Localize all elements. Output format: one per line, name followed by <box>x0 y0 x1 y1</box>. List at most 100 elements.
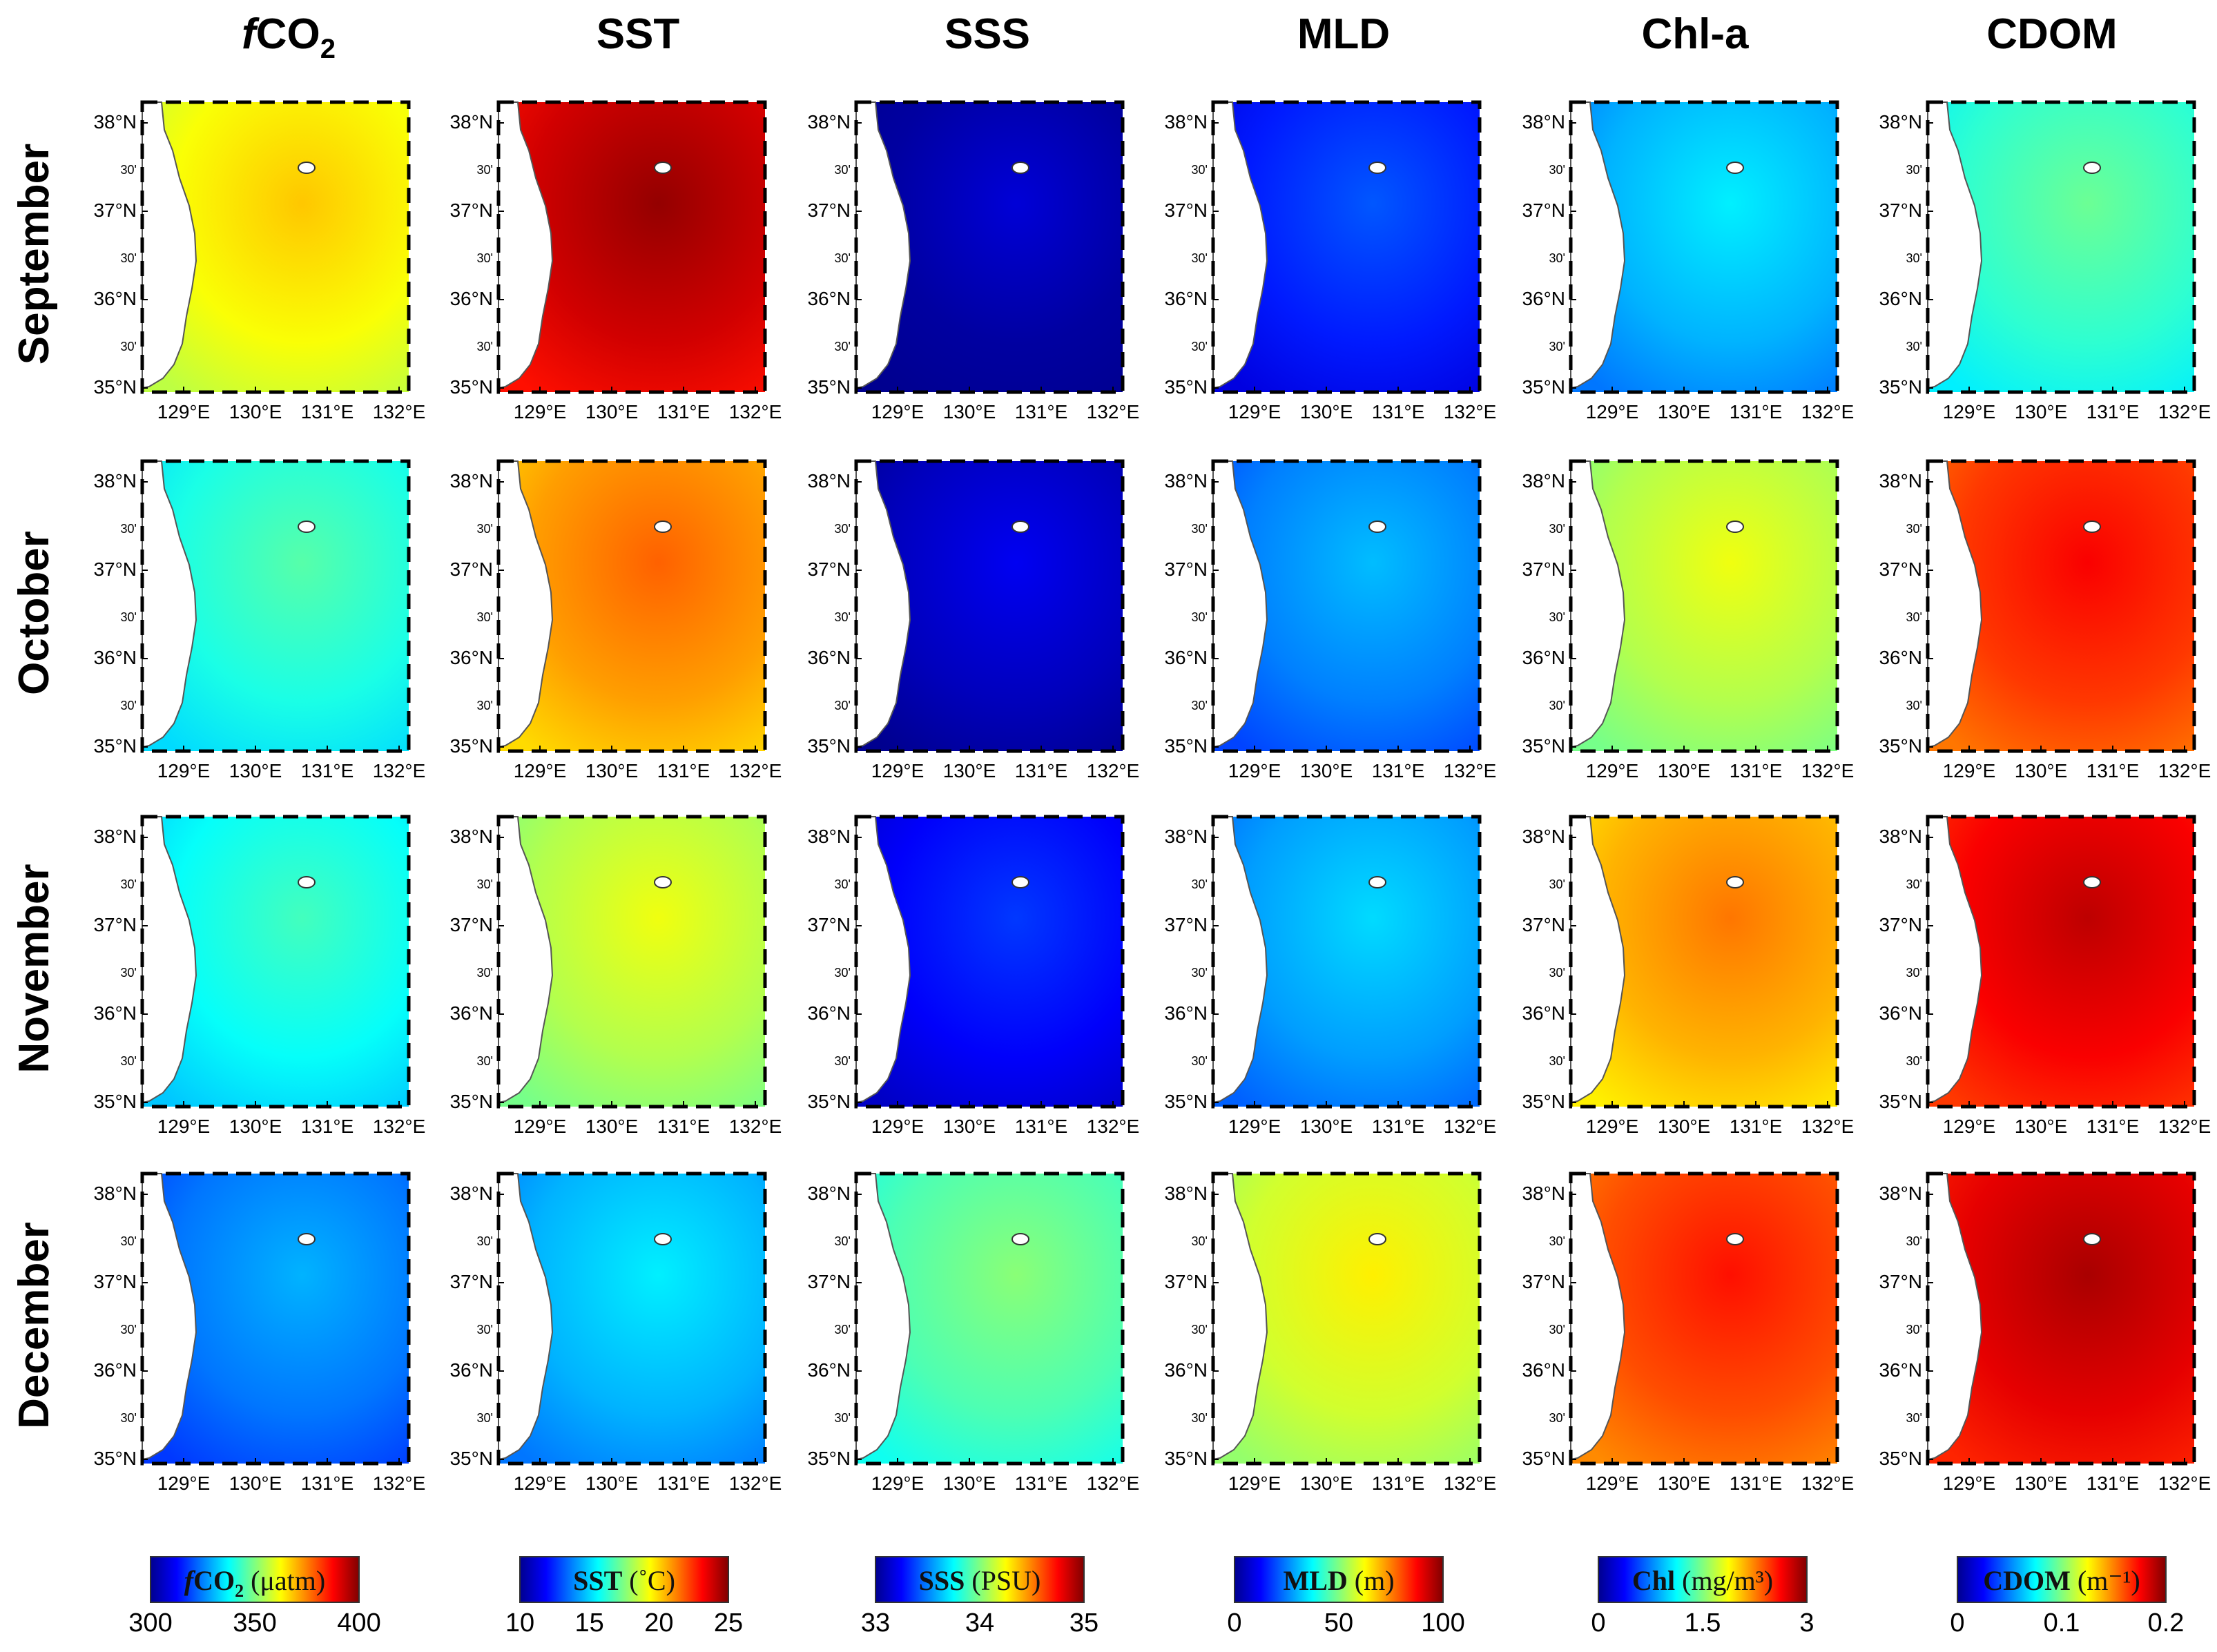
island-marker <box>1368 1233 1386 1245</box>
lat-label: 38°N <box>1164 470 1208 492</box>
island-marker <box>1011 162 1029 174</box>
lat-minute-label: 30' <box>1906 966 1922 980</box>
lat-minute-label: 30' <box>1192 966 1208 980</box>
map-panel-cdom-october: 38°N 30' 37°N 30' 36°N 30' 35°N 129°E 130°E 131°E… <box>1879 459 2211 781</box>
colorbar-cdom: CDOM (m⁻¹) 0 0.1 0.2 <box>1950 1556 2184 1638</box>
lat-label: 35°N <box>807 735 851 757</box>
island-marker <box>298 1233 316 1245</box>
map-frame <box>140 459 411 753</box>
lon-label: 129°E <box>1586 1473 1639 1494</box>
lat-minute-label: 30' <box>1549 1323 1565 1337</box>
column-titles: fCO2 SST SSS MLD Chl-a CDOM <box>242 10 2118 64</box>
lat-label: 35°N <box>449 735 493 757</box>
lat-label: 38°N <box>1522 1183 1565 1204</box>
lat-label: 35°N <box>449 1448 493 1469</box>
lat-minute-label: 30' <box>835 163 851 177</box>
map-frame <box>1211 1172 1482 1466</box>
island-marker <box>654 162 672 174</box>
lat-minute-label: 30' <box>477 163 493 177</box>
island-marker <box>2083 162 2101 174</box>
coastline-land <box>855 460 911 748</box>
lon-label: 132°E <box>1801 1116 1855 1137</box>
lon-label: 129°E <box>157 760 211 781</box>
map-panel-mld-november: 38°N 30' 37°N 30' 36°N 30' 35°N 129°E 130°E 131°E… <box>1164 815 1496 1137</box>
lon-label: 129°E <box>871 1473 924 1494</box>
lon-label: 131°E <box>2087 760 2140 781</box>
column-title-fco2: fCO2 <box>242 10 336 64</box>
colorbar-tick-label: 400 <box>337 1609 380 1638</box>
lat-minute-label: 30' <box>477 966 493 980</box>
lon-label: 130°E <box>1658 1116 1711 1137</box>
lon-label: 129°E <box>1943 401 1996 422</box>
colorbar-chla: Chl (mg/m³) 0 1.5 3 <box>1591 1556 1814 1638</box>
map-panel-sst-november: 38°N 30' 37°N 30' 36°N 30' 35°N 129°E 130°E 131°E… <box>449 815 782 1137</box>
lat-minute-label: 30' <box>1549 699 1565 712</box>
lat-label: 35°N <box>1879 376 1922 398</box>
lat-label: 35°N <box>449 1091 493 1112</box>
lat-minute-label: 30' <box>1549 522 1565 536</box>
lat-label: 35°N <box>93 376 137 398</box>
lat-label: 37°N <box>1164 200 1208 221</box>
map-panel-chla-september: 38°N 30' 37°N 30' 36°N 30' 35°N 129°E 130°E 131°E… <box>1522 100 1854 422</box>
lat-minute-label: 30' <box>477 522 493 536</box>
lon-label: 130°E <box>1300 1116 1353 1137</box>
lat-minute-label: 30' <box>1549 340 1565 353</box>
map-panel-sst-december: 38°N 30' 37°N 30' 36°N 30' 35°N 129°E 130°E 131°E… <box>449 1172 782 1494</box>
lon-label: 129°E <box>1943 1473 1996 1494</box>
lon-label: 131°E <box>657 1473 710 1494</box>
lat-label: 36°N <box>1522 288 1565 309</box>
lon-label: 129°E <box>1228 1473 1281 1494</box>
lat-label: 37°N <box>807 200 851 221</box>
colorbar-title-main: MLD <box>1283 1565 1347 1596</box>
lon-label: 129°E <box>1943 1116 1996 1137</box>
lat-minute-label: 30' <box>1906 1234 1922 1248</box>
lat-label: 36°N <box>807 288 851 309</box>
column-title-main: MLD <box>1297 10 1390 58</box>
lat-label: 37°N <box>1879 1271 1922 1292</box>
map-frame <box>496 100 767 394</box>
map-frame <box>1569 459 1839 753</box>
lon-label: 132°E <box>1444 401 1497 422</box>
lat-minute-label: 30' <box>477 1234 493 1248</box>
map-frame <box>140 815 411 1109</box>
colorbar-title: CDOM (m⁻¹) <box>1983 1565 2140 1596</box>
lat-minute-label: 30' <box>1549 251 1565 265</box>
lat-label: 36°N <box>93 647 137 668</box>
lon-label: 131°E <box>1372 760 1425 781</box>
lat-minute-label: 30' <box>121 877 137 891</box>
map-frame <box>140 1172 411 1466</box>
lat-label: 38°N <box>1879 111 1922 133</box>
map-frame <box>1211 459 1482 753</box>
colorbar-mld: MLD (m) 0 50 100 <box>1227 1556 1465 1638</box>
lon-label: 130°E <box>1658 1473 1711 1494</box>
island-marker <box>1726 876 1744 888</box>
map-panel-fco2-november: 38°N 30' 37°N 30' 36°N 30' 35°N 129°E 130°E 131°E… <box>93 815 426 1137</box>
lat-minute-label: 30' <box>477 877 493 891</box>
lon-label: 131°E <box>1730 760 1783 781</box>
lat-label: 36°N <box>1522 1359 1565 1381</box>
lat-minute-label: 30' <box>1192 251 1208 265</box>
lat-minute-label: 30' <box>1192 699 1208 712</box>
lon-label: 132°E <box>1444 760 1497 781</box>
lat-label: 36°N <box>93 1359 137 1381</box>
lon-label: 132°E <box>373 1116 426 1137</box>
lat-label: 37°N <box>1879 914 1922 935</box>
map-panel-fco2-september: 38°N 30' 37°N 30' 36°N 30' 35°N 129°E 130°E 131°E… <box>93 100 425 422</box>
lat-minute-label: 30' <box>477 610 493 624</box>
lon-label: 130°E <box>943 1116 996 1137</box>
lon-label: 130°E <box>229 760 282 781</box>
coastline-land <box>498 816 554 1104</box>
coastline-land <box>1570 460 1626 748</box>
lat-minute-label: 30' <box>477 1411 493 1425</box>
lon-label: 129°E <box>1943 760 1996 781</box>
lon-label: 131°E <box>301 1473 354 1494</box>
lat-label: 36°N <box>1164 1359 1208 1381</box>
colorbar-tick-label: 33 <box>861 1609 890 1638</box>
lon-label: 129°E <box>1586 760 1639 781</box>
lon-label: 131°E <box>657 401 710 422</box>
lon-label: 132°E <box>2158 401 2211 422</box>
lat-label: 36°N <box>449 288 493 309</box>
colorbar-gradient <box>1957 1556 2167 1603</box>
colorbar-title: Chl (mg/m³) <box>1632 1565 1773 1596</box>
lat-minute-label: 30' <box>121 251 137 265</box>
